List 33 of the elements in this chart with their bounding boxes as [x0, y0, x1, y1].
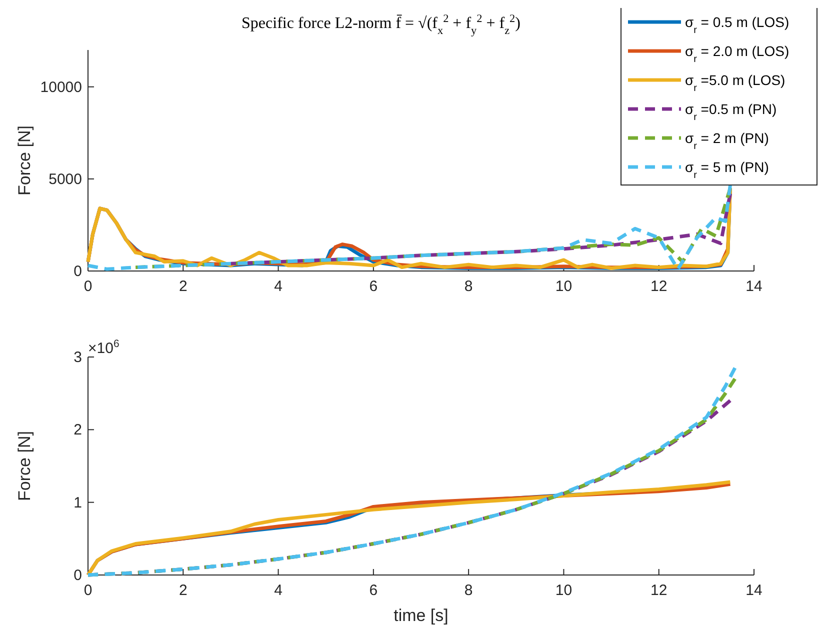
x-tick-label: 8: [464, 278, 473, 295]
legend-label: σ$_{r}$ = 2.0 m (LOS): [685, 43, 790, 64]
x-tick-label: 10: [555, 582, 572, 599]
x-tick-label: 12: [650, 582, 668, 599]
annotation: ×10$^{6}$: [88, 338, 120, 357]
line-series: [228, 192, 732, 266]
x-tick-label: 10: [555, 278, 572, 295]
legend-label: σ$_{r}$ = 5 m (PN): [685, 159, 769, 180]
y-tick-label: 5000: [48, 170, 82, 188]
y-axis-title: Force [N]: [15, 431, 34, 501]
legend-label: σ$_{r}$ = 2 m (PN): [685, 130, 769, 152]
x-axis-title: time [s]: [394, 606, 448, 625]
y-tick-label: 3: [74, 349, 82, 366]
x-tick-label: 4: [274, 582, 282, 599]
x-tick-label: 8: [464, 582, 473, 599]
legend-label: σ$_{r}$ =0.5 m (PN): [685, 101, 777, 122]
x-tick-label: 6: [369, 582, 378, 599]
y-tick-label: 0: [74, 263, 82, 280]
legend-label: σ$_{r}$ = 0.5 m (LOS): [685, 14, 790, 36]
y-tick-label: 10000: [40, 78, 82, 96]
y-tick-label: 0: [74, 567, 82, 584]
x-tick-label: 12: [650, 278, 668, 295]
x-tick-label: 14: [746, 582, 762, 599]
chart-title: Specific force L2-norm f̄ = √(f$_{x}$$^{2}$ + f$_{y}$$^{2}$ + f$_{z}$$^{2}$): [242, 13, 520, 37]
y-tick-label: 1: [74, 494, 82, 512]
x-tick-label: 6: [369, 278, 378, 295]
y-axis-title: Force [N]: [15, 126, 34, 196]
x-tick-label: 4: [274, 278, 282, 295]
legend-label: σ$_{r}$ =5.0 m (LOS): [685, 72, 786, 94]
x-tick-label: 14: [746, 278, 762, 295]
y-tick-label: 2: [74, 422, 82, 439]
x-tick-label: 2: [178, 278, 188, 295]
x-tick-label: 2: [178, 582, 188, 599]
